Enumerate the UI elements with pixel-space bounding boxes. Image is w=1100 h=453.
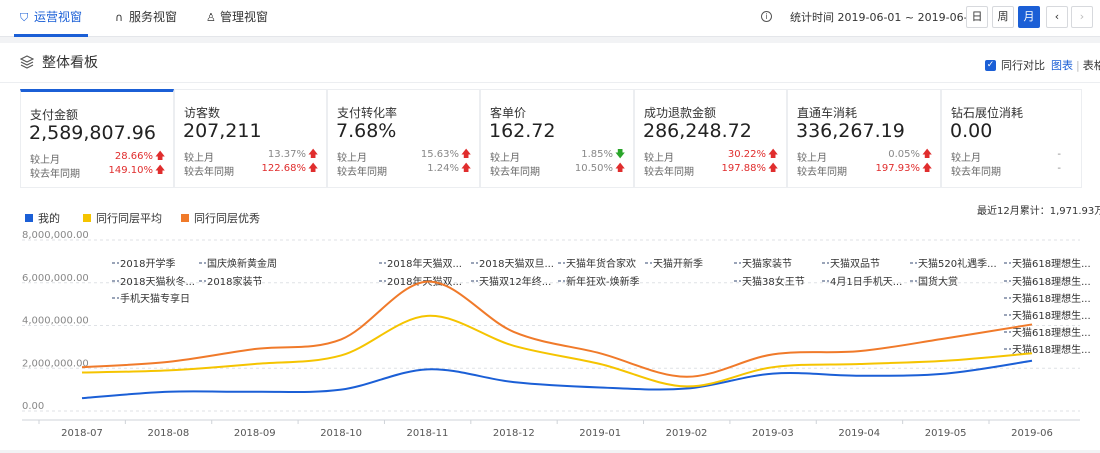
annotation-marker	[112, 280, 115, 282]
event-annotation-label: 新年狂欢-焕新季	[566, 275, 640, 288]
annotation-marker	[199, 262, 202, 264]
event-annotation-label: 天猫618理想生...	[1012, 257, 1091, 270]
annotation-marker	[379, 280, 382, 282]
annotation-marker	[915, 262, 917, 264]
annotation-marker	[117, 297, 119, 299]
event-annotation-label: 天猫双12年终...	[479, 275, 551, 288]
event-annotation-label: 天猫38女王节	[742, 275, 805, 288]
annotation-marker	[204, 280, 206, 282]
annotation-marker	[739, 280, 741, 282]
annotation-marker	[471, 280, 474, 282]
annotation-marker	[199, 280, 202, 282]
event-annotation-label: 天猫520礼遇季...	[918, 257, 997, 270]
annotation-marker	[384, 280, 386, 282]
annotation-marker	[563, 280, 565, 282]
annotation-marker	[910, 280, 913, 282]
annotation-marker	[558, 262, 561, 264]
x-tick-label: 2019-06	[1011, 428, 1053, 439]
x-tick-label: 2019-05	[925, 428, 967, 439]
x-tick-label: 2019-03	[752, 428, 794, 439]
event-annotation-label: 天猫618理想生...	[1012, 292, 1091, 305]
annotation-marker	[1004, 331, 1007, 333]
annotation-marker	[558, 280, 561, 282]
legend-swatch	[181, 214, 189, 222]
annotation-marker	[734, 262, 737, 264]
annotation-marker	[117, 280, 119, 282]
annotation-marker	[827, 262, 829, 264]
annotation-marker	[476, 262, 478, 264]
annotation-marker	[915, 280, 917, 282]
annotation-marker	[1004, 297, 1007, 299]
y-tick-label: 4,000,000.00	[22, 316, 89, 327]
x-tick-label: 2018-08	[147, 428, 189, 439]
legend-swatch	[83, 214, 91, 222]
event-annotation-label: 2018天猫秋冬...	[120, 275, 195, 288]
event-annotation-label: 天猫双品节	[830, 257, 880, 270]
annotation-marker	[910, 262, 913, 264]
annotation-marker	[650, 262, 652, 264]
annotation-marker	[1009, 314, 1011, 316]
annotation-marker	[112, 262, 115, 264]
x-tick-label: 2018-09	[234, 428, 276, 439]
annotation-marker	[822, 280, 825, 282]
annotation-marker	[563, 262, 565, 264]
annotation-marker	[645, 262, 648, 264]
y-tick-label: 0.00	[22, 401, 44, 412]
event-annotation-label: 手机天猫专享日	[120, 292, 190, 305]
annotation-marker	[734, 280, 737, 282]
event-annotation-label: 2018年天猫双...	[387, 257, 462, 270]
event-annotation-label: 国货大赏	[918, 275, 958, 288]
event-annotation-label: 国庆焕新黄金周	[207, 257, 277, 270]
x-tick-label: 2018-07	[61, 428, 103, 439]
event-annotation-label: 天猫家装节	[742, 257, 792, 270]
legend-swatch	[25, 214, 33, 222]
event-annotation-label: 天猫开新季	[653, 257, 703, 270]
event-annotation-label: 2018开学季	[120, 257, 175, 270]
y-tick-label: 6,000,000.00	[22, 273, 89, 284]
y-tick-label: 2,000,000.00	[22, 358, 89, 369]
annotation-marker	[204, 262, 206, 264]
event-annotation-label: 天猫618理想生...	[1012, 326, 1091, 339]
annotation-marker	[112, 297, 115, 299]
event-annotation-label: 天猫618理想生...	[1012, 309, 1091, 322]
event-annotation-label: 2018家装节	[207, 275, 262, 288]
legend-label: 同行同层优秀	[194, 212, 260, 225]
annotation-marker	[117, 262, 119, 264]
annotation-marker	[476, 280, 478, 282]
annotation-marker	[379, 262, 382, 264]
annotation-marker	[471, 262, 474, 264]
legend-label: 我的	[38, 211, 60, 225]
annotation-marker	[1004, 314, 1007, 316]
x-tick-label: 2019-01	[579, 428, 621, 439]
annotation-marker	[739, 262, 741, 264]
event-annotation-label: 4月1日手机天...	[830, 275, 902, 288]
annotation-marker	[1009, 348, 1011, 350]
annotation-marker	[1009, 331, 1011, 333]
x-tick-label: 2018-10	[320, 428, 362, 439]
x-tick-label: 2018-11	[407, 428, 449, 439]
annotation-marker	[1009, 262, 1011, 264]
annotation-marker	[1009, 280, 1011, 282]
x-tick-label: 2019-04	[838, 428, 880, 439]
event-annotation-label: 2018天猫双旦...	[479, 257, 554, 270]
x-tick-label: 2018-12	[493, 428, 535, 439]
annotation-marker	[384, 262, 386, 264]
x-tick-label: 2019-02	[666, 428, 708, 439]
annotation-marker	[1004, 280, 1007, 282]
y-tick-label: 8,000,000.00	[22, 230, 89, 241]
annotation-marker	[1004, 262, 1007, 264]
event-annotation-label: 天猫年货合家欢	[566, 257, 636, 270]
annotation-marker	[1004, 348, 1007, 350]
annotation-marker	[827, 280, 829, 282]
annotation-marker	[1009, 297, 1011, 299]
annotation-marker	[822, 262, 825, 264]
legend-label: 同行同层平均	[96, 212, 162, 225]
event-annotation-label: 天猫618理想生...	[1012, 275, 1091, 288]
